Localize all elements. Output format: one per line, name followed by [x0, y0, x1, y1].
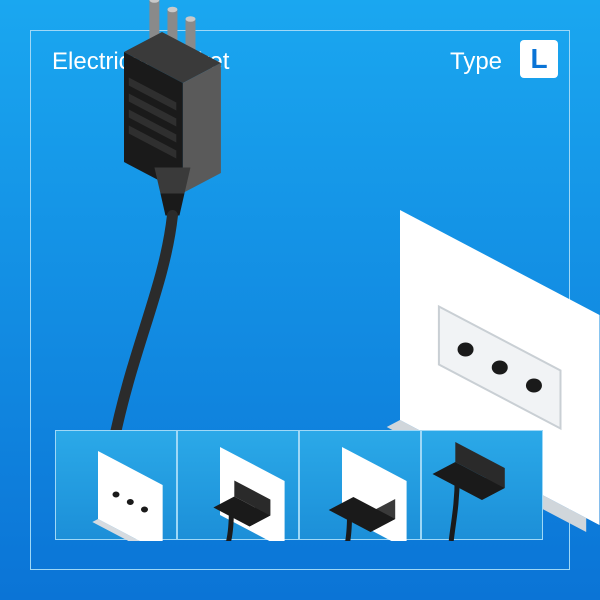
thumbnail-2: [177, 430, 299, 540]
thumbnail-4: [421, 430, 543, 540]
infographic-canvas: Electrical Socket Type L: [0, 0, 600, 600]
thumbnail-3: [299, 430, 421, 540]
thumbnail-1: [55, 430, 177, 540]
